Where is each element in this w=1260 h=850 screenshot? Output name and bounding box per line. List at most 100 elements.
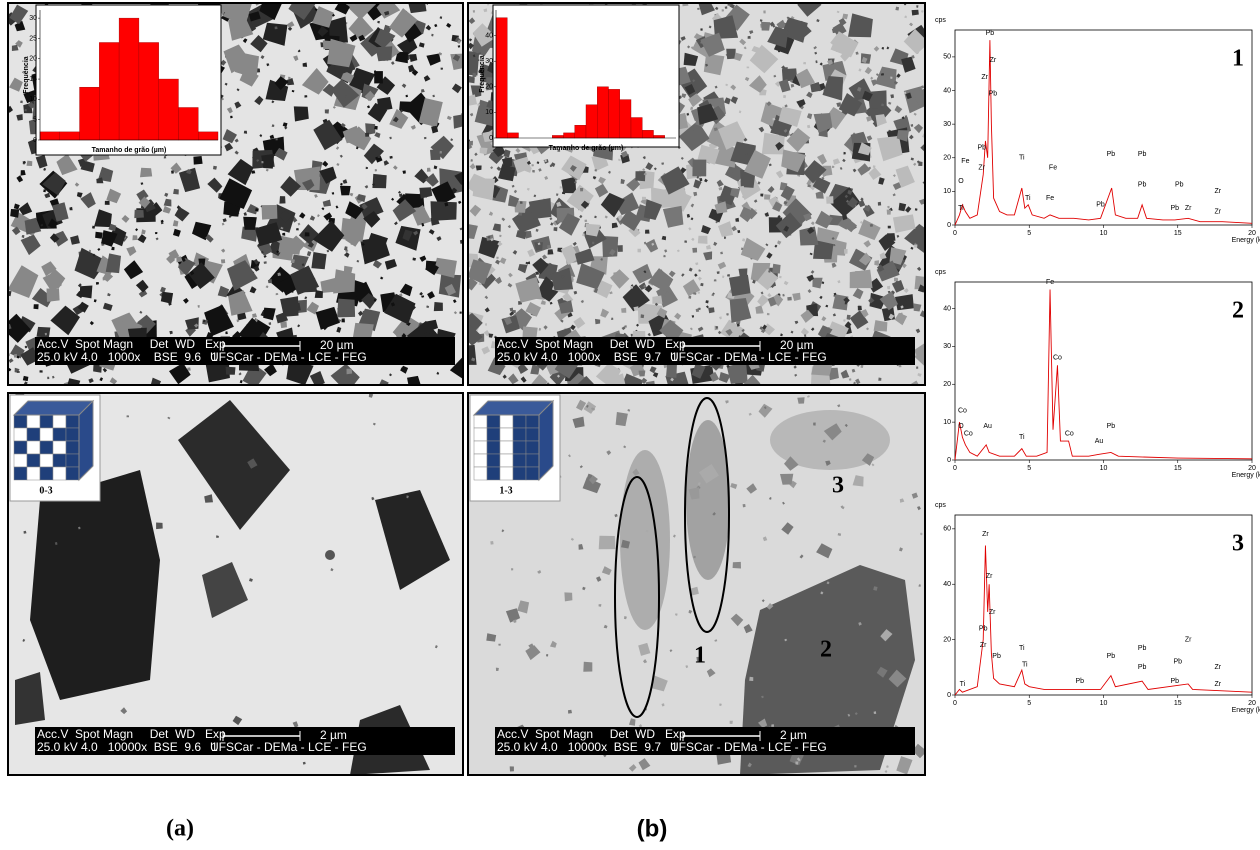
histogram-bar xyxy=(159,79,179,140)
cube-cell xyxy=(474,415,487,428)
grain xyxy=(914,245,918,248)
grain xyxy=(850,270,873,289)
y-tick-label: 15 xyxy=(29,76,37,83)
grain xyxy=(547,245,551,248)
peak-label: Pb xyxy=(1175,181,1184,188)
lab-name: UFSCar - DEMa - LCE - FEG xyxy=(210,740,367,754)
grain xyxy=(14,354,17,358)
x-tick-label: 20 xyxy=(1248,465,1256,472)
y-axis-label: Frequência xyxy=(479,55,486,92)
x-axis-label: Energy (keV) xyxy=(1232,707,1260,714)
peak-label: Au xyxy=(983,423,992,430)
peak-label: Zr xyxy=(1185,636,1192,643)
y-tick-label: 10 xyxy=(485,109,493,116)
x-tick-label: 0 xyxy=(953,465,957,472)
y-tick-label: 20 xyxy=(943,636,951,643)
cube-cell xyxy=(513,441,526,454)
cube-cell xyxy=(27,441,40,454)
plot-frame xyxy=(955,30,1252,225)
histogram-bar xyxy=(631,118,642,138)
peak-label: Ti xyxy=(958,205,964,212)
histogram-bar xyxy=(642,130,653,138)
histogram-bar xyxy=(597,87,608,138)
cube-cell xyxy=(513,467,526,480)
peak-label: Ti xyxy=(1025,195,1031,202)
info-values: 25.0 kV 4.0 1000x BSE 9.7 1 xyxy=(497,350,678,364)
y-axis-label: cps xyxy=(935,502,946,509)
grain xyxy=(532,170,535,173)
grain xyxy=(764,194,770,200)
grain xyxy=(305,232,310,236)
grain xyxy=(490,541,493,545)
grain xyxy=(797,397,804,404)
grain xyxy=(498,644,500,646)
cube-cell xyxy=(40,441,53,454)
grain xyxy=(716,326,718,329)
grain xyxy=(638,249,642,253)
grain xyxy=(592,242,594,244)
spectrum-number: 2 xyxy=(1232,298,1244,324)
grain xyxy=(347,369,353,375)
spectrum-number: 1 xyxy=(1232,46,1244,72)
cube-cell xyxy=(500,441,513,454)
grain xyxy=(585,220,588,223)
x-axis-label: Tamanho de grão (µm) xyxy=(92,147,167,154)
grain xyxy=(844,249,848,254)
grain xyxy=(134,210,144,218)
grain xyxy=(912,10,919,16)
y-tick-label: 0 xyxy=(33,137,37,144)
cube-cell xyxy=(14,428,27,441)
peak-label: Pb xyxy=(1096,202,1105,209)
peak-label: Pb xyxy=(1138,151,1147,158)
grain xyxy=(568,710,572,714)
x-axis-label: Tamanho de grão (µm) xyxy=(549,145,624,152)
info-header: Acc.V Spot Magn Det WD Exp xyxy=(37,727,226,741)
peak-label: Zr xyxy=(982,531,989,538)
grain xyxy=(226,367,236,375)
peak-label: Pb xyxy=(1170,205,1179,212)
histogram-bar xyxy=(575,125,586,138)
cube-cell xyxy=(14,415,27,428)
grain xyxy=(641,314,645,318)
x-axis-label: Energy (keV) xyxy=(1232,237,1260,244)
grain xyxy=(645,230,650,234)
cube-cell xyxy=(513,415,526,428)
x-tick-label: 15 xyxy=(1174,230,1182,237)
y-tick-label: 20 xyxy=(485,84,493,91)
cube-cell xyxy=(40,415,53,428)
grain xyxy=(580,188,583,191)
cube-cell xyxy=(53,441,66,454)
cube-cell xyxy=(526,441,539,454)
grain xyxy=(861,365,864,368)
cube-cell xyxy=(487,415,500,428)
grain xyxy=(156,523,163,530)
peak-label: Zr xyxy=(1185,205,1192,212)
cube-cell xyxy=(513,428,526,441)
grain xyxy=(652,296,662,304)
grain xyxy=(276,138,278,140)
grain xyxy=(733,562,741,569)
peak-label: Pb xyxy=(986,30,995,37)
peak-label: Zr xyxy=(1215,208,1222,215)
grain xyxy=(722,9,724,11)
x-tick-label: 0 xyxy=(953,700,957,707)
grain xyxy=(743,504,746,507)
histogram-bar xyxy=(496,18,507,138)
grain xyxy=(692,248,697,253)
grain xyxy=(684,240,687,243)
grain xyxy=(366,167,368,169)
histogram-bar xyxy=(507,133,518,138)
peak-label: Pb xyxy=(1107,151,1116,158)
peak-label: Zr xyxy=(978,165,985,172)
grain xyxy=(692,160,706,177)
cube-side xyxy=(79,401,93,480)
grain xyxy=(832,166,834,168)
x-tick-label: 5 xyxy=(1027,230,1031,237)
cube-cell xyxy=(66,467,79,480)
cube-cell xyxy=(474,428,487,441)
grain xyxy=(296,228,299,230)
grain xyxy=(748,36,751,39)
grain xyxy=(275,26,278,29)
peak-label: Zr xyxy=(990,57,997,64)
y-tick-label: 40 xyxy=(485,32,493,39)
